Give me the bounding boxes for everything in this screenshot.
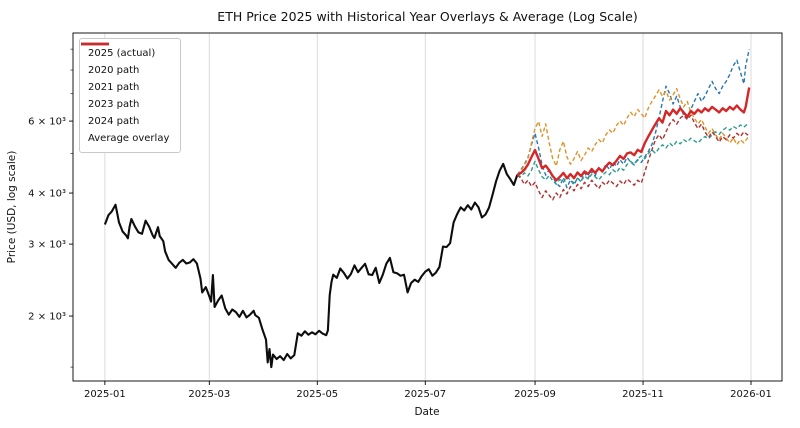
x-axis-label: Date: [414, 406, 439, 418]
x-tick-label: 2025-09: [514, 389, 556, 400]
legend-item-path-2023: 2023 path: [81, 43, 169, 112]
legend-item-path-2020: 2020 path: [81, 43, 169, 78]
x-tick-label: 2025-11: [622, 389, 664, 400]
legend-label: 2024 path: [88, 115, 140, 127]
series-line-average-overlay: [516, 87, 751, 182]
legend-label: Average overlay: [88, 132, 170, 144]
legend-label: 2023 path: [88, 98, 140, 110]
x-tick-label: 2025-03: [188, 389, 230, 400]
legend-label: 2020 path: [88, 64, 140, 76]
x-tick-label: 2025-05: [296, 389, 338, 400]
y-tick-label: 2 × 10³: [28, 312, 66, 323]
legend-line-swatch-average-overlay: [81, 42, 109, 46]
legend: 2025 (actual) 2020 path 2021 path 2023 path…: [79, 38, 182, 153]
series-line-path-2023: [516, 123, 750, 185]
y-tick-label: 4 × 10³: [28, 189, 66, 200]
legend-label: 2021 path: [88, 81, 140, 93]
plot-frame: [72, 32, 783, 382]
legend-item-average-overlay: Average overlay: [81, 42, 170, 146]
legend-item-path-2024: 2024 path: [81, 43, 169, 129]
y-tick-label: 6 × 10³: [28, 117, 66, 128]
y-axis-label: Price (USD, log scale): [6, 151, 18, 264]
y-tick-label: 3 × 10³: [28, 240, 66, 251]
x-tick-label: 2026-01: [730, 389, 772, 400]
series-line-actual-2025: [103, 162, 519, 369]
x-tick-label: 2025-01: [84, 389, 126, 400]
legend-label: 2025 (actual): [88, 47, 156, 59]
x-tick-label: 2025-07: [404, 389, 446, 400]
legend-item-path-2021: 2021 path: [81, 43, 169, 95]
chart-title: ETH Price 2025 with Historical Year Over…: [217, 9, 638, 24]
series-line-path-2020: [516, 48, 750, 189]
series-line-path-2024: [516, 114, 750, 201]
series-line-path-2021: [516, 87, 750, 176]
